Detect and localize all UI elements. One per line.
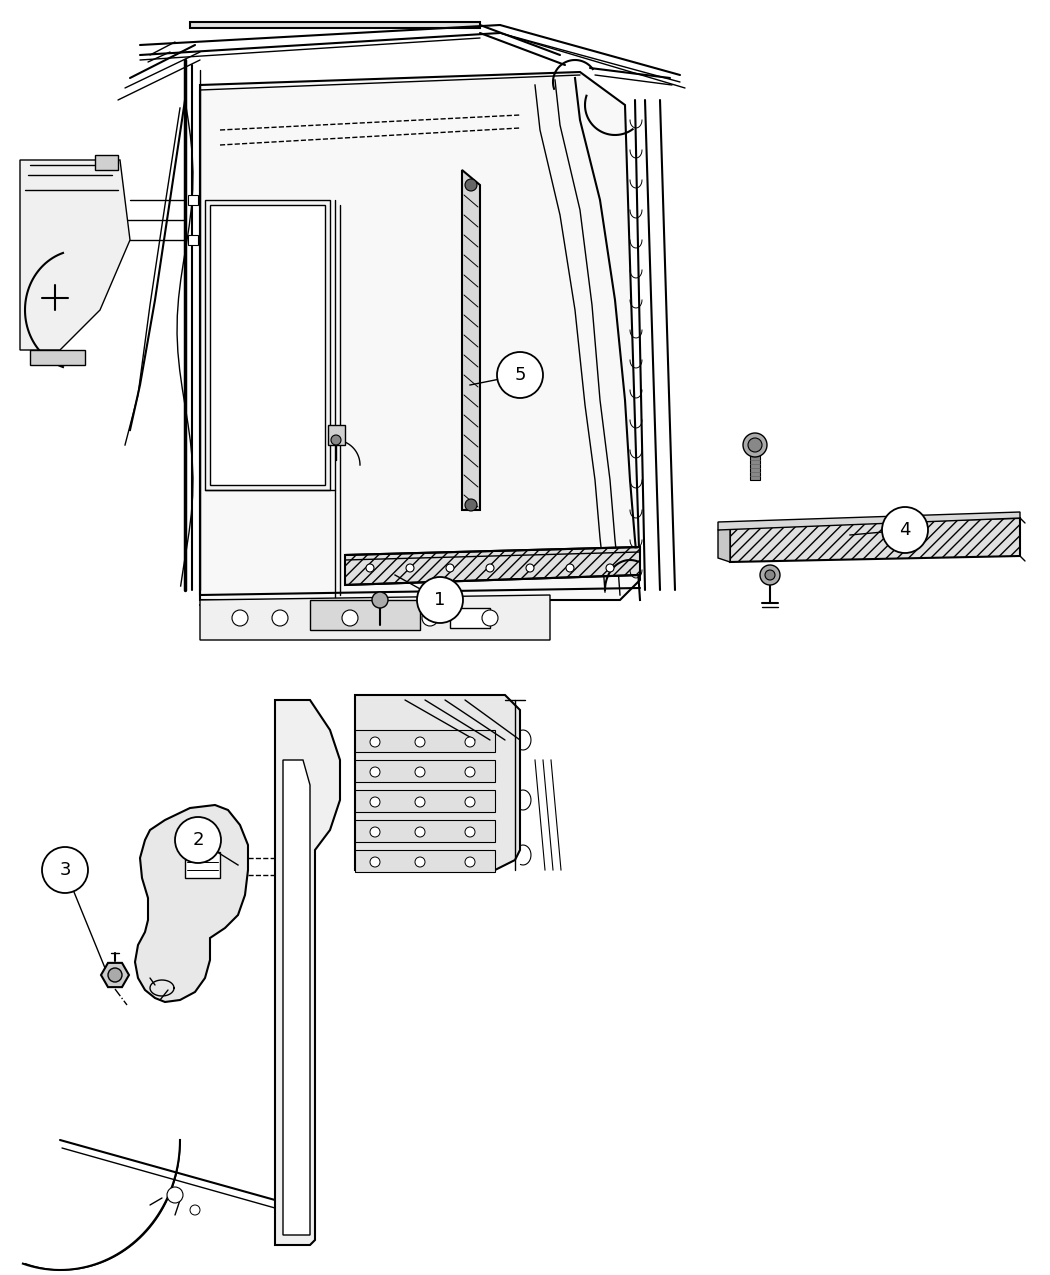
Polygon shape xyxy=(20,159,130,351)
Text: 4: 4 xyxy=(899,521,910,539)
Circle shape xyxy=(415,737,425,747)
Circle shape xyxy=(366,564,374,572)
Text: 1: 1 xyxy=(435,592,445,609)
Polygon shape xyxy=(200,71,640,601)
Circle shape xyxy=(108,968,122,982)
Circle shape xyxy=(370,797,380,807)
Circle shape xyxy=(465,857,475,867)
Polygon shape xyxy=(188,235,198,245)
Circle shape xyxy=(331,435,341,445)
Polygon shape xyxy=(275,700,340,1244)
Circle shape xyxy=(190,1205,200,1215)
Polygon shape xyxy=(185,852,220,878)
Circle shape xyxy=(370,768,380,776)
Circle shape xyxy=(370,857,380,867)
Polygon shape xyxy=(310,601,420,630)
Polygon shape xyxy=(205,200,330,490)
Circle shape xyxy=(422,609,438,626)
Polygon shape xyxy=(190,22,480,28)
Polygon shape xyxy=(355,731,495,752)
Circle shape xyxy=(765,570,775,580)
Circle shape xyxy=(606,564,614,572)
Circle shape xyxy=(417,578,463,623)
Circle shape xyxy=(882,507,928,553)
Circle shape xyxy=(406,564,414,572)
Circle shape xyxy=(232,609,248,626)
Circle shape xyxy=(497,352,543,398)
Circle shape xyxy=(415,857,425,867)
Polygon shape xyxy=(284,760,310,1235)
Circle shape xyxy=(370,737,380,747)
Circle shape xyxy=(342,609,358,626)
Polygon shape xyxy=(328,425,345,445)
Circle shape xyxy=(526,564,534,572)
Text: 2: 2 xyxy=(192,831,204,849)
Circle shape xyxy=(446,564,454,572)
Polygon shape xyxy=(718,513,1020,530)
Polygon shape xyxy=(355,790,495,812)
Circle shape xyxy=(465,797,475,807)
Polygon shape xyxy=(355,850,495,872)
Circle shape xyxy=(372,592,388,608)
Circle shape xyxy=(415,827,425,836)
Polygon shape xyxy=(135,805,248,1002)
Circle shape xyxy=(566,564,574,572)
Circle shape xyxy=(370,827,380,836)
Polygon shape xyxy=(345,547,640,585)
Circle shape xyxy=(486,564,494,572)
Polygon shape xyxy=(101,963,129,987)
Polygon shape xyxy=(94,156,118,170)
Circle shape xyxy=(743,434,766,456)
Polygon shape xyxy=(750,455,760,479)
Circle shape xyxy=(167,1187,183,1204)
Circle shape xyxy=(465,499,477,511)
Polygon shape xyxy=(200,595,550,640)
Polygon shape xyxy=(730,518,1020,562)
Polygon shape xyxy=(355,760,495,782)
Circle shape xyxy=(465,179,477,191)
Circle shape xyxy=(482,609,498,626)
Text: 5: 5 xyxy=(514,366,526,384)
Circle shape xyxy=(748,439,762,453)
Text: 3: 3 xyxy=(59,861,70,878)
Circle shape xyxy=(175,817,220,863)
Polygon shape xyxy=(30,351,85,365)
Circle shape xyxy=(272,609,288,626)
Polygon shape xyxy=(210,205,326,484)
Polygon shape xyxy=(355,695,520,870)
Circle shape xyxy=(42,847,88,892)
Polygon shape xyxy=(188,195,198,205)
Polygon shape xyxy=(718,527,730,562)
Circle shape xyxy=(415,797,425,807)
Circle shape xyxy=(415,768,425,776)
Circle shape xyxy=(465,737,475,747)
Circle shape xyxy=(465,827,475,836)
Polygon shape xyxy=(355,820,495,842)
Polygon shape xyxy=(462,170,480,510)
Circle shape xyxy=(465,768,475,776)
Polygon shape xyxy=(450,608,490,629)
Circle shape xyxy=(760,565,780,585)
